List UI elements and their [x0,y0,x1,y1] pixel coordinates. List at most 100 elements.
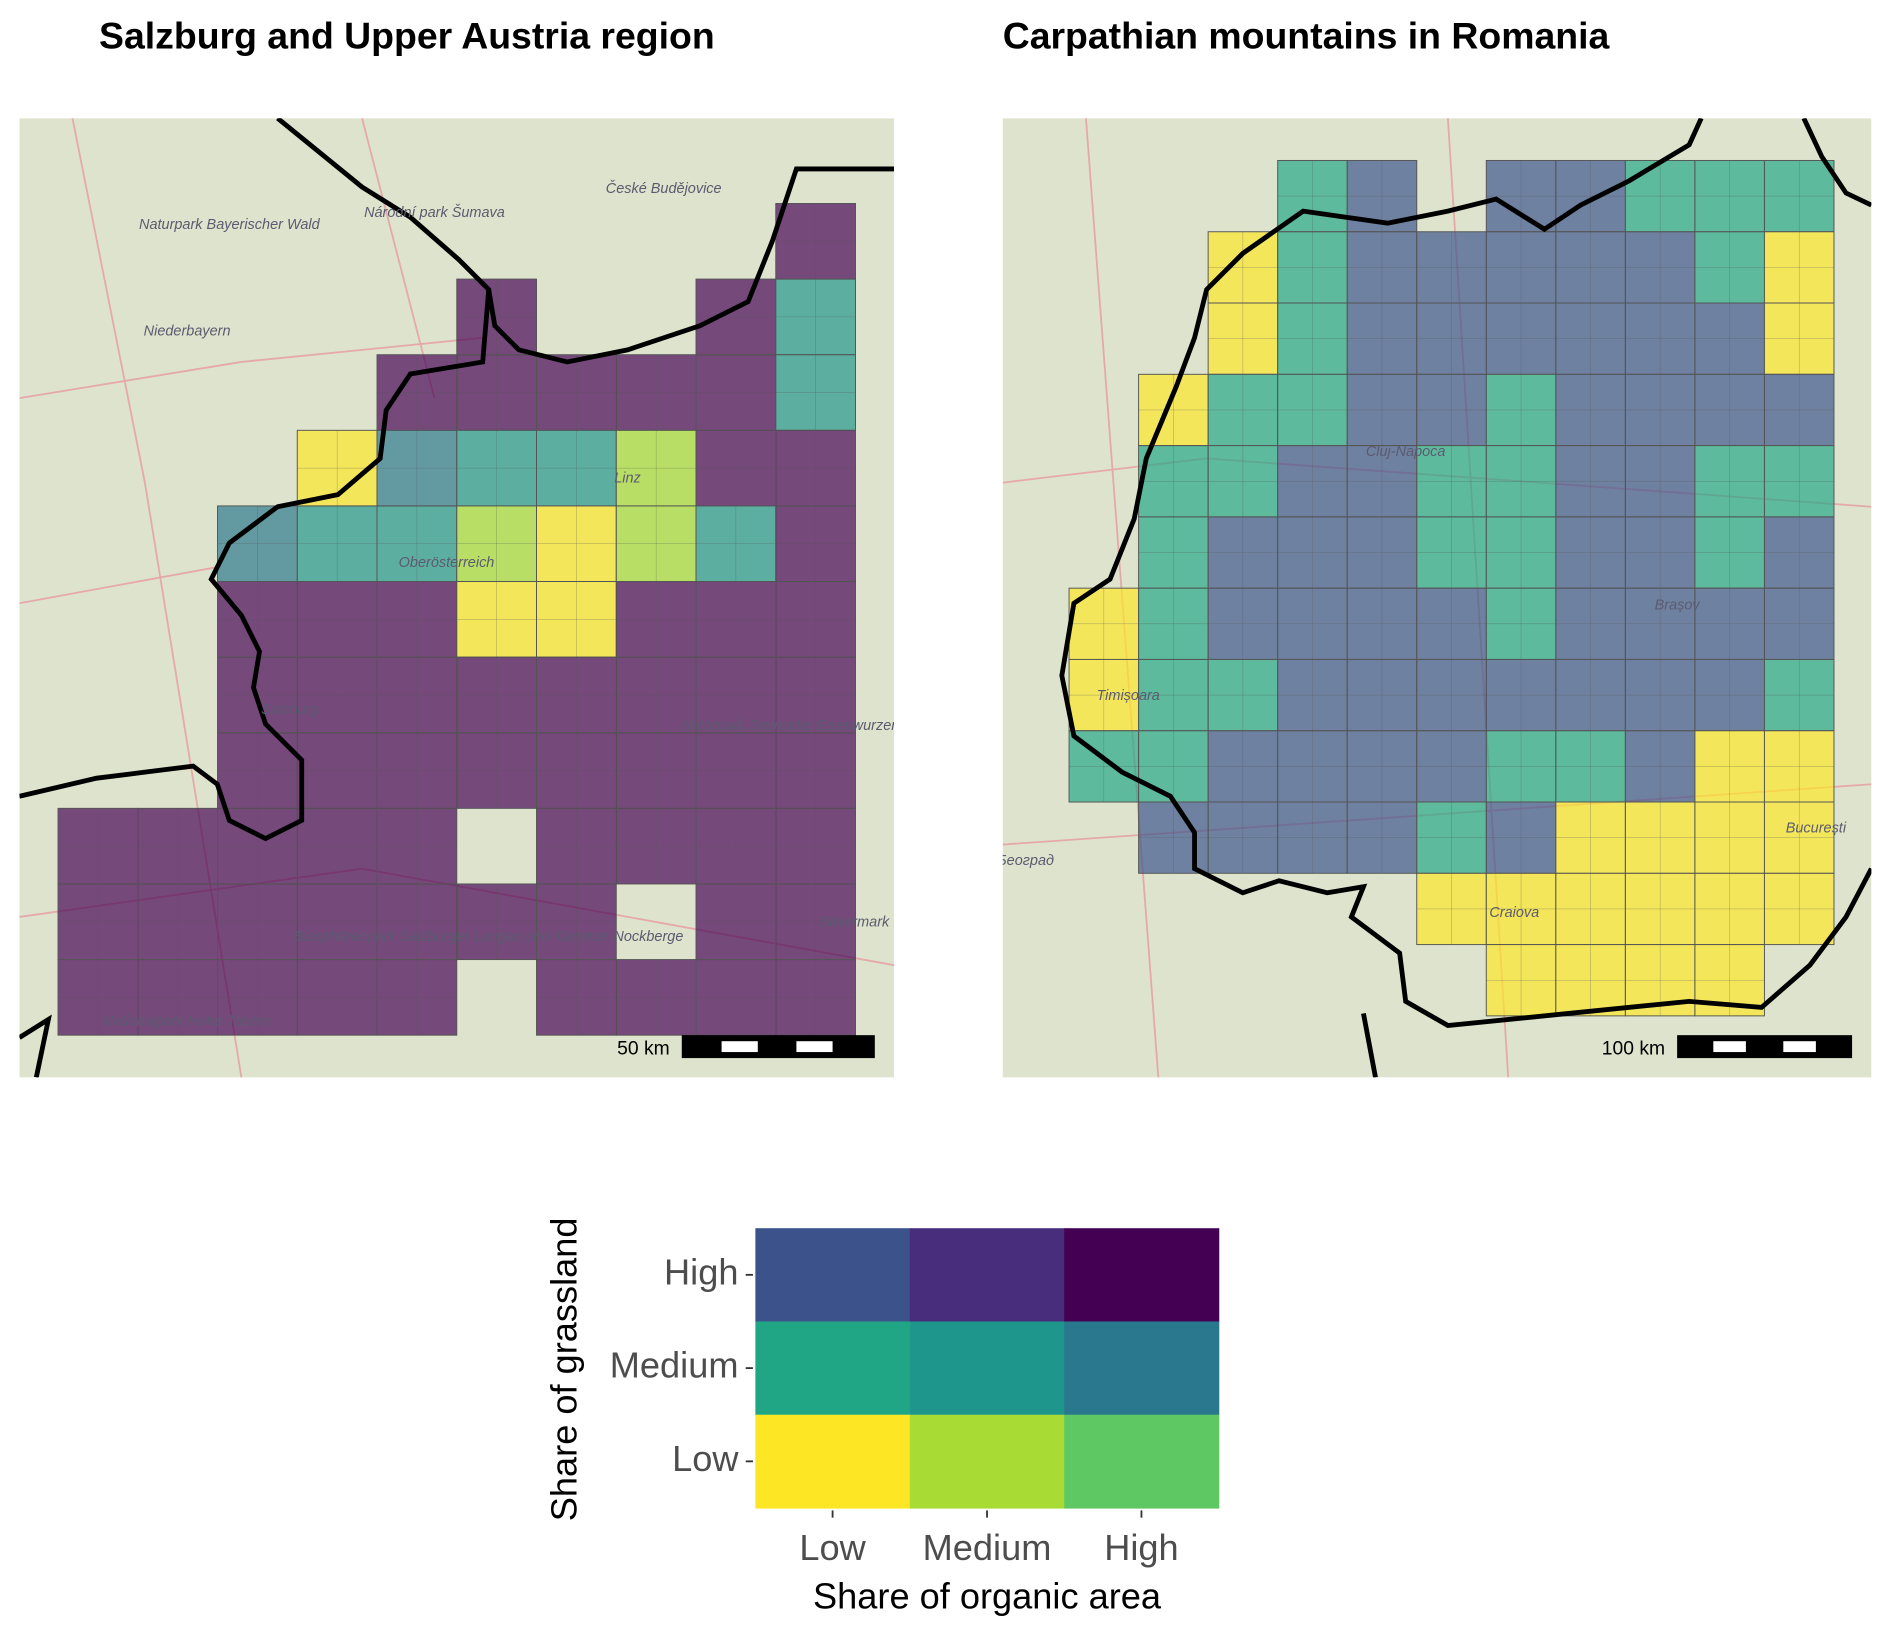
grid-subline [297,732,378,809]
grid-subline [456,505,537,582]
place-label: Niederbayern [144,323,231,339]
grid-subline [616,959,697,1036]
place-label: Brașov [1655,597,1701,613]
grid-subline [1486,944,1556,1016]
grid-subline [297,808,378,884]
grid-subline [775,808,856,884]
grid-subline [775,657,856,733]
place-label: Biosphärenpark Salzburger Lungau und Kär… [294,929,683,945]
grid-subline [1694,659,1765,731]
grid-subline [1764,374,1834,446]
grid-subline [1555,160,1626,232]
grid-subline [536,354,617,431]
grid-subline [536,732,617,809]
place-label: Cluj-Napoca [1366,444,1446,460]
place-label: Steiermark [819,915,890,931]
grid-subline [456,657,537,733]
legend-x-tick-label: High [1104,1527,1178,1568]
place-label: Oberösterreich [399,555,495,571]
grid-subline [616,808,697,884]
grid-subline [1764,659,1834,731]
grid-subline [1764,802,1834,874]
scale-bar [681,1035,875,1059]
grid-subline [775,279,856,355]
grid-subline [217,883,298,960]
map-title: Salzburg and Upper Austria region [99,14,715,56]
grid-subline [1486,802,1556,874]
grid-subline [536,657,617,733]
grid-subline [1555,873,1626,945]
grid-subline [1208,231,1278,304]
grid-subline [1416,516,1487,589]
grid-subline [1277,802,1348,874]
grid-subline [456,430,537,506]
grid-subline [696,808,776,884]
grid-subline [456,581,537,658]
grid-subline [1625,802,1695,874]
place-label: Salzburg [261,702,318,718]
grid-subline [1764,231,1834,304]
grid-subline [1347,588,1417,660]
border [1361,118,1872,1078]
place-label: Naturpark Steirische Eisenwurzen [681,718,899,734]
grid-subline [456,279,537,355]
cell-grid [57,203,856,1036]
grid-subline [1486,588,1556,660]
grid-subline [1625,160,1695,232]
grid-subline [377,657,457,733]
grid-subline [1347,659,1417,731]
grid-subline [377,505,457,582]
grid-subline [1486,231,1556,304]
grid-subline [1277,231,1348,304]
grid-subline [1347,374,1417,446]
place-label: Naturpark Bayerischer Wald [139,217,321,233]
grid-subline [1764,516,1834,589]
grid-subline [1694,802,1765,874]
grid-subline [1347,516,1417,589]
grid-subline [58,808,138,884]
grid-subline [696,657,776,733]
grid-subline [137,808,218,884]
grid-subline [536,959,617,1036]
grid-subline [1555,659,1626,731]
place-label: Linz [614,471,641,487]
grid-subline [1208,374,1278,446]
border [19,289,492,842]
legend-x-tick-label: Low [799,1527,866,1568]
grid-subline [696,732,776,809]
grid-subline [1416,588,1487,660]
map-panel: Cluj-Napoca Timișoara Brașov Craiova Bucureș… [1002,118,1872,1078]
grid-subline [137,959,218,1036]
grid-subline [377,732,457,809]
grid-subline [1694,160,1765,232]
grid-subline [1555,730,1626,803]
grid-subline [456,354,537,431]
grid-subline [536,430,617,506]
grid-subline [1764,303,1834,375]
grid-subline [775,959,856,1036]
grid-subline [616,430,697,506]
grid-subline [1486,303,1556,375]
place-label: Nationalpark Hohe Tauern [103,1014,271,1030]
grid-subline [1625,516,1695,589]
grid-subline [1694,516,1765,589]
grid-subline [1416,802,1487,874]
grid-subline [1625,659,1695,731]
grid-subline [1764,160,1834,232]
grid-subline [1625,730,1695,803]
grid-subline [775,581,856,658]
legend-y-title: Share of grassland [544,1217,585,1521]
grid-subline [1277,445,1348,517]
grid-subline [1764,445,1834,517]
grid-subline [1208,802,1278,874]
legend-tile [1064,1414,1220,1509]
border [1059,118,1872,1028]
grid-subline [456,732,537,809]
grid-subline [616,581,697,658]
grid-subline [297,581,378,658]
grid-subline [1208,588,1278,660]
grid-subline [217,808,298,884]
grid-subline [297,959,378,1036]
grid-subline [696,959,776,1036]
grid-subline [1694,231,1765,304]
